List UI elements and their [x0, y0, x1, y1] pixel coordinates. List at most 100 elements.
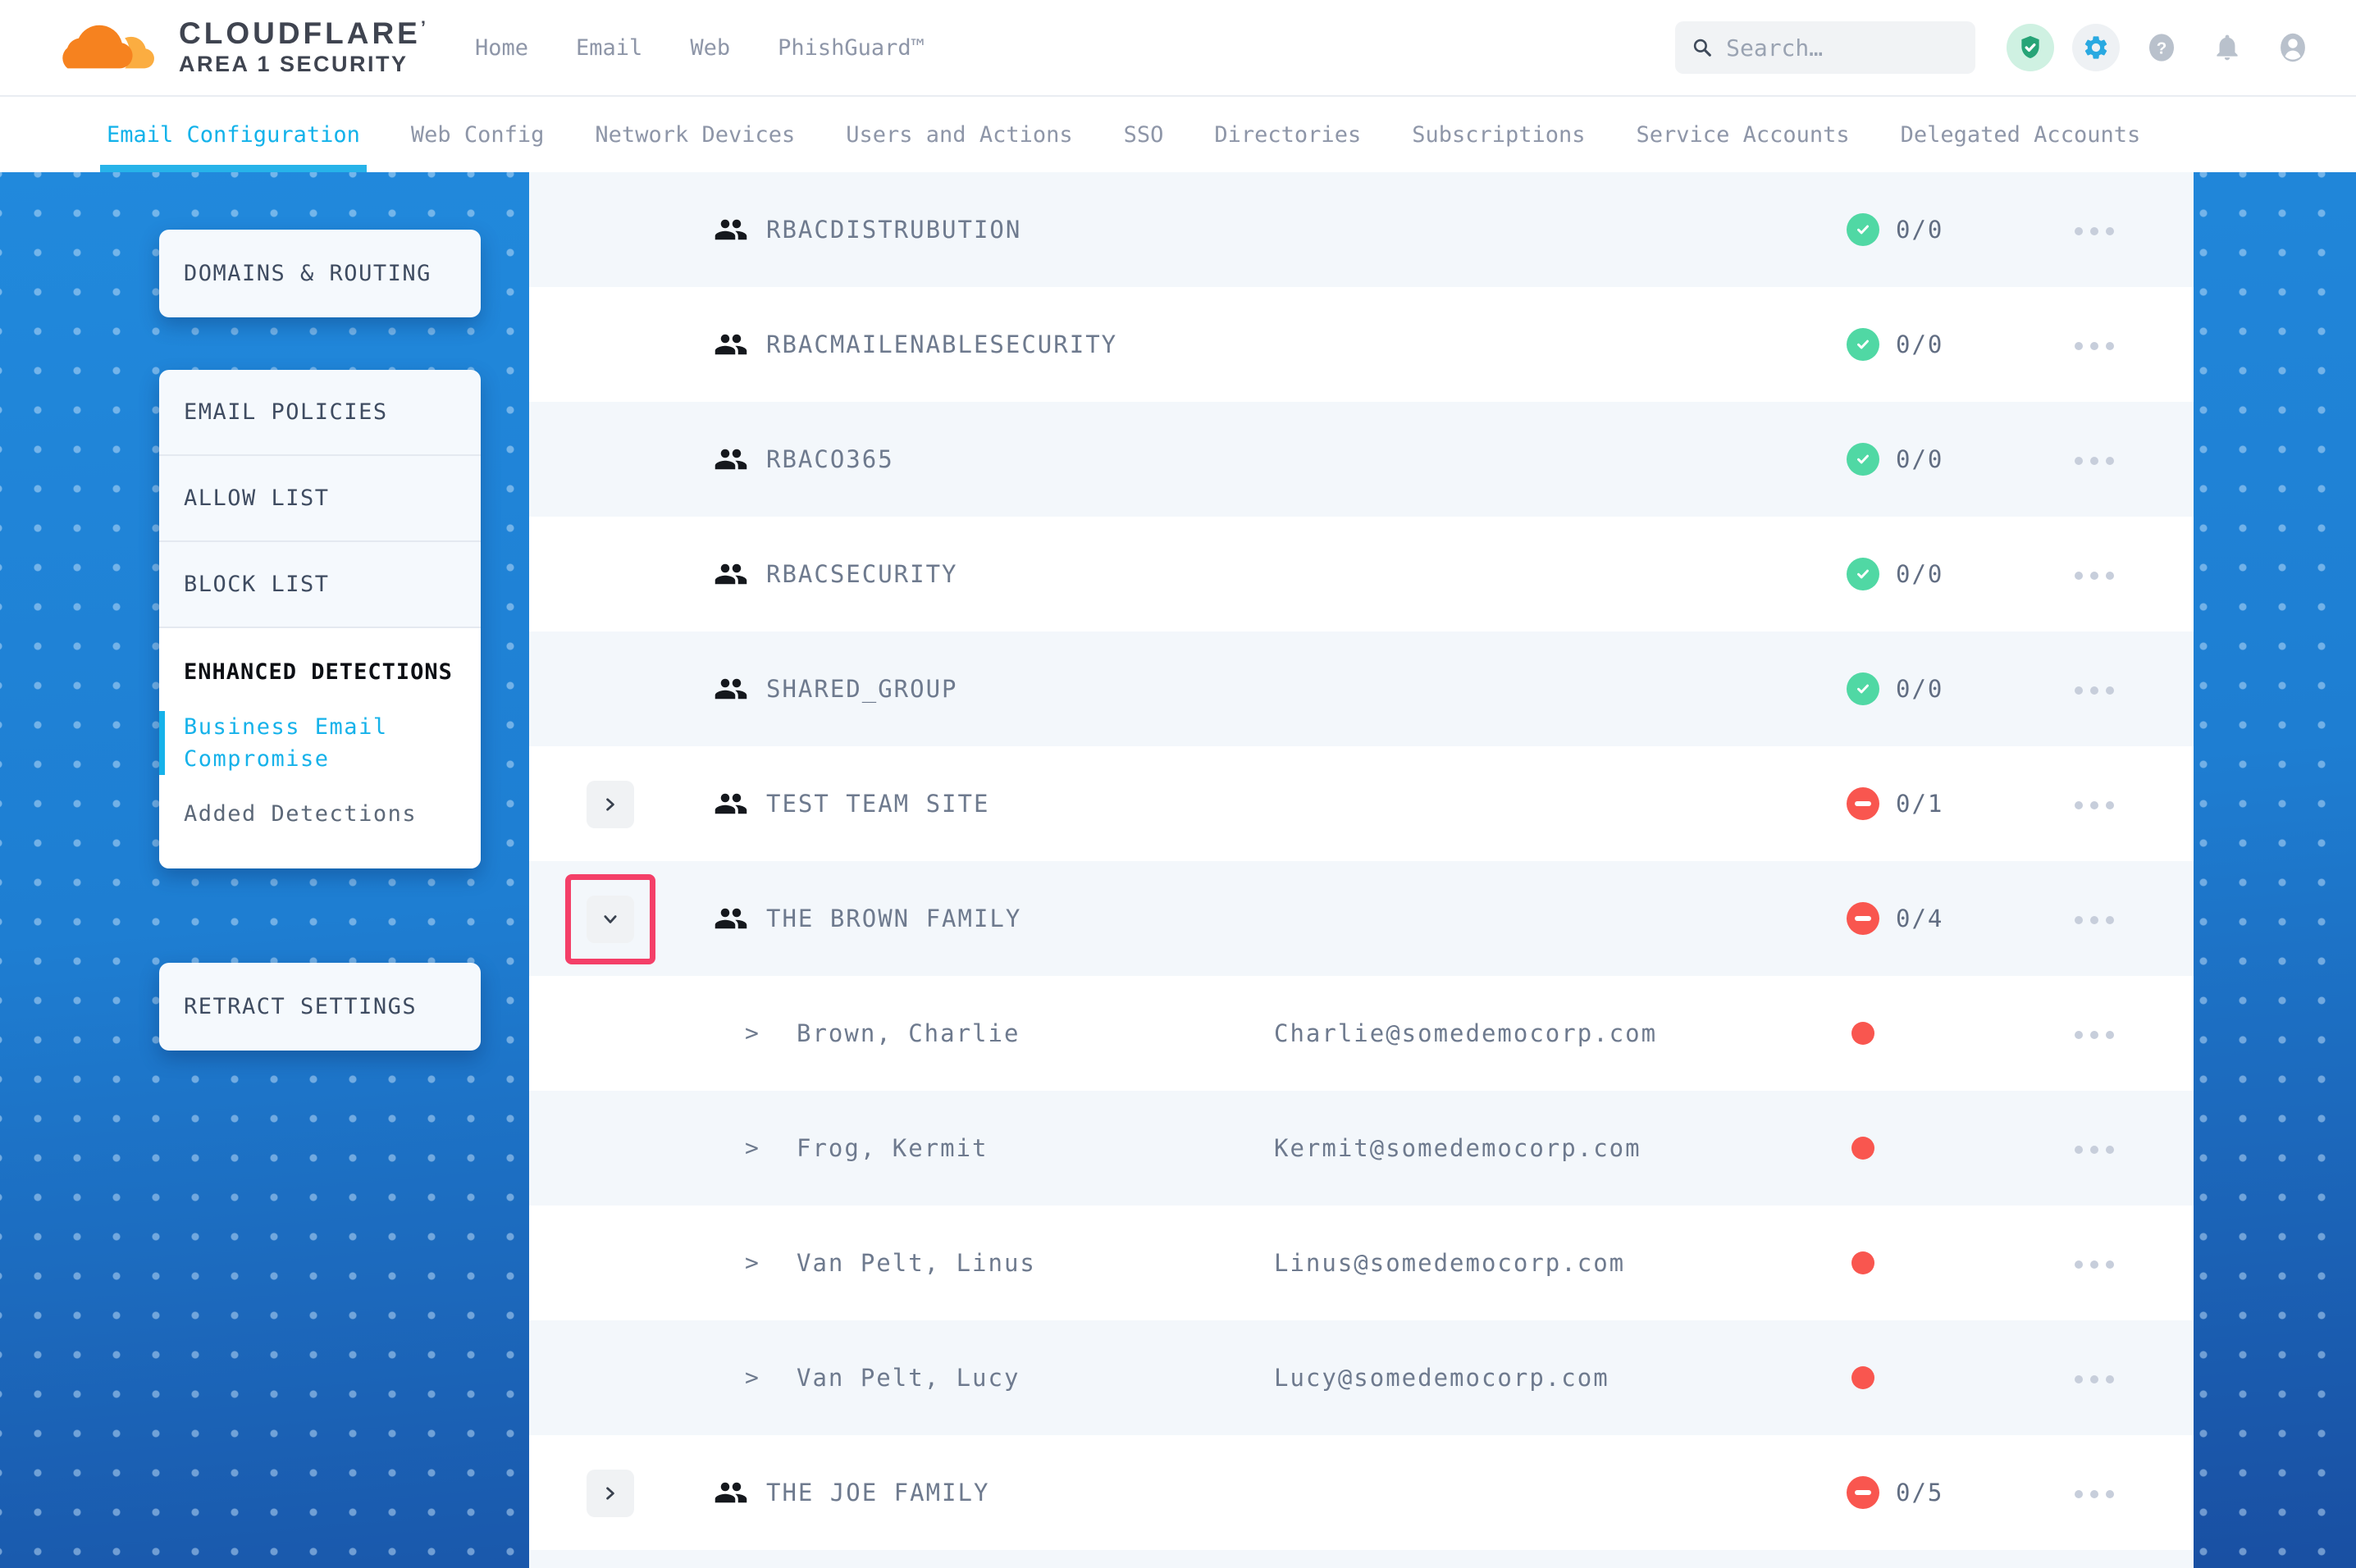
status-badge: [1847, 672, 1879, 705]
top-nav-phishguard[interactable]: PhishGuard™: [778, 34, 925, 61]
tab-web-config[interactable]: Web Config: [410, 121, 545, 148]
group-row-rbacmailenablesecurity: RBACMAILENABLESECURITY 0/0: [529, 287, 2194, 402]
row-actions-menu[interactable]: [2071, 1028, 2117, 1042]
tab-directories[interactable]: Directories: [1214, 121, 1362, 148]
status-dot: [1851, 1251, 1874, 1274]
sidebar-item-retract-settings[interactable]: RETRACT SETTINGS: [184, 994, 418, 1019]
member-caret-icon[interactable]: >: [745, 1364, 759, 1391]
expand-toggle-button[interactable]: [587, 781, 634, 828]
row-actions-menu[interactable]: [2071, 454, 2117, 468]
member-name: Frog, Kermit: [797, 1134, 989, 1162]
status-badge: [1847, 328, 1879, 361]
account-icon[interactable]: [2269, 24, 2317, 71]
status-badge: [1847, 1476, 1879, 1509]
sidebar-item-block-list[interactable]: BLOCK LIST: [159, 542, 481, 628]
group-name: RBACDISTRUBUTION: [766, 216, 1022, 244]
search-box[interactable]: [1675, 21, 1975, 74]
member-email: Kermit@somedemocorp.com: [1274, 1134, 1641, 1162]
top-header: CLOUDFLARE’ AREA 1 SECURITY Home Email Web…: [0, 0, 2356, 97]
main-area: DOMAINS & ROUTING EMAIL POLICIES ALLOW L…: [0, 172, 2356, 1568]
brand-text: CLOUDFLARE’ AREA 1 SECURITY: [179, 17, 429, 77]
row-actions-menu[interactable]: [2071, 683, 2117, 698]
row-actions-menu[interactable]: [2071, 1372, 2117, 1387]
group-name: THE JOE FAMILY: [766, 1479, 990, 1506]
settings-gear-icon[interactable]: [2072, 24, 2120, 71]
group-row-rbacsecurity: RBACSECURITY 0/0: [529, 517, 2194, 631]
status-badge: [1847, 443, 1879, 476]
tab-sso[interactable]: SSO: [1123, 121, 1164, 148]
member-row-frog-kermit: > Frog, Kermit Kermit@somedemocorp.com: [529, 1091, 2194, 1206]
sidebar-item-enhanced-detections[interactable]: ENHANCED DETECTIONS: [184, 659, 453, 685]
sidebar-section-enhanced-detections: ENHANCED DETECTIONS Business Email Compr…: [159, 628, 481, 868]
group-icon: [714, 557, 748, 591]
row-actions-menu[interactable]: [2071, 913, 2117, 928]
tab-service-accounts[interactable]: Service Accounts: [1636, 121, 1850, 148]
tab-network-devices[interactable]: Network Devices: [595, 121, 796, 148]
sidebar-card-retract: RETRACT SETTINGS: [159, 963, 481, 1051]
tab-subscriptions[interactable]: Subscriptions: [1412, 121, 1586, 148]
group-name: RBACO365: [766, 445, 894, 473]
group-icon: [714, 212, 748, 247]
row-actions-menu[interactable]: [2071, 798, 2117, 813]
group-icon: [714, 1475, 748, 1510]
top-nav-home[interactable]: Home: [475, 34, 529, 61]
cloudflare-logo-icon: [62, 25, 154, 69]
member-count: 0/0: [1896, 675, 1944, 703]
row-actions-menu[interactable]: [2071, 1142, 2117, 1157]
group-name: RBACSECURITY: [766, 560, 958, 588]
partial-next-row: [529, 1550, 2194, 1568]
brand-trademark: ’: [420, 17, 429, 39]
member-row-van-pelt-linus: > Van Pelt, Linus Linus@somedemocorp.com: [529, 1206, 2194, 1320]
top-nav-email[interactable]: Email: [576, 34, 643, 61]
help-icon[interactable]: ?: [2138, 24, 2185, 71]
group-icon: [714, 901, 748, 936]
group-row-test-team-site: TEST TEAM SITE 0/1: [529, 746, 2194, 861]
row-actions-menu[interactable]: [2071, 1487, 2117, 1502]
group-row-rbaco365: RBACO365 0/0: [529, 402, 2194, 517]
sidebar-item-business-email-compromise[interactable]: Business Email Compromise: [159, 711, 456, 776]
expand-toggle-button[interactable]: [587, 1470, 634, 1517]
member-caret-icon[interactable]: >: [745, 1249, 759, 1276]
notifications-bell-icon[interactable]: [2203, 24, 2251, 71]
row-actions-menu[interactable]: [2071, 339, 2117, 353]
member-caret-icon[interactable]: >: [745, 1019, 759, 1046]
sidebar-card-domains: DOMAINS & ROUTING: [159, 230, 481, 317]
top-nav-web[interactable]: Web: [690, 34, 731, 61]
status-badge: [1847, 787, 1879, 820]
member-count: 0/1: [1896, 790, 1944, 818]
tab-email-configuration[interactable]: Email Configuration: [100, 97, 367, 172]
tab-users-and-actions[interactable]: Users and Actions: [846, 121, 1073, 148]
member-count: 0/4: [1896, 905, 1944, 932]
member-count: 0/5: [1896, 1479, 1944, 1506]
member-count: 0/0: [1896, 560, 1944, 588]
member-email: Linus@somedemocorp.com: [1274, 1249, 1626, 1277]
group-row-shared-group: SHARED_GROUP 0/0: [529, 631, 2194, 746]
tab-delegated-accounts[interactable]: Delegated Accounts: [1900, 121, 2141, 148]
member-name: Van Pelt, Lucy: [797, 1364, 1020, 1392]
status-dot: [1851, 1022, 1874, 1045]
sidebar-item-email-policies[interactable]: EMAIL POLICIES: [159, 370, 481, 456]
search-input[interactable]: [1726, 34, 1959, 62]
group-name: SHARED_GROUP: [766, 675, 958, 703]
sidebar-card-policies: EMAIL POLICIES ALLOW LIST BLOCK LIST ENH…: [159, 370, 481, 868]
expand-toggle-button[interactable]: [587, 896, 634, 943]
row-actions-menu[interactable]: [2071, 1257, 2117, 1272]
group-row-the-joe-family: THE JOE FAMILY 0/5: [529, 1435, 2194, 1550]
member-email: Charlie@somedemocorp.com: [1274, 1019, 1658, 1047]
brand-subtitle: AREA 1 SECURITY: [179, 51, 409, 76]
sidebar-item-domains-routing[interactable]: DOMAINS & ROUTING: [184, 261, 431, 286]
member-caret-icon[interactable]: >: [745, 1134, 759, 1161]
group-icon: [714, 442, 748, 476]
group-name: THE BROWN FAMILY: [766, 905, 1022, 932]
row-actions-menu[interactable]: [2071, 224, 2117, 239]
group-icon: [714, 786, 748, 821]
security-shield-icon[interactable]: [2007, 24, 2054, 71]
member-row-brown-charlie: > Brown, Charlie Charlie@somedemocorp.co…: [529, 976, 2194, 1091]
group-icon: [714, 672, 748, 706]
sidebar-item-allow-list[interactable]: ALLOW LIST: [159, 456, 481, 542]
member-count: 0/0: [1896, 216, 1944, 244]
group-icon: [714, 327, 748, 362]
row-actions-menu[interactable]: [2071, 568, 2117, 583]
sidebar-item-added-detections[interactable]: Added Detections: [184, 801, 418, 827]
